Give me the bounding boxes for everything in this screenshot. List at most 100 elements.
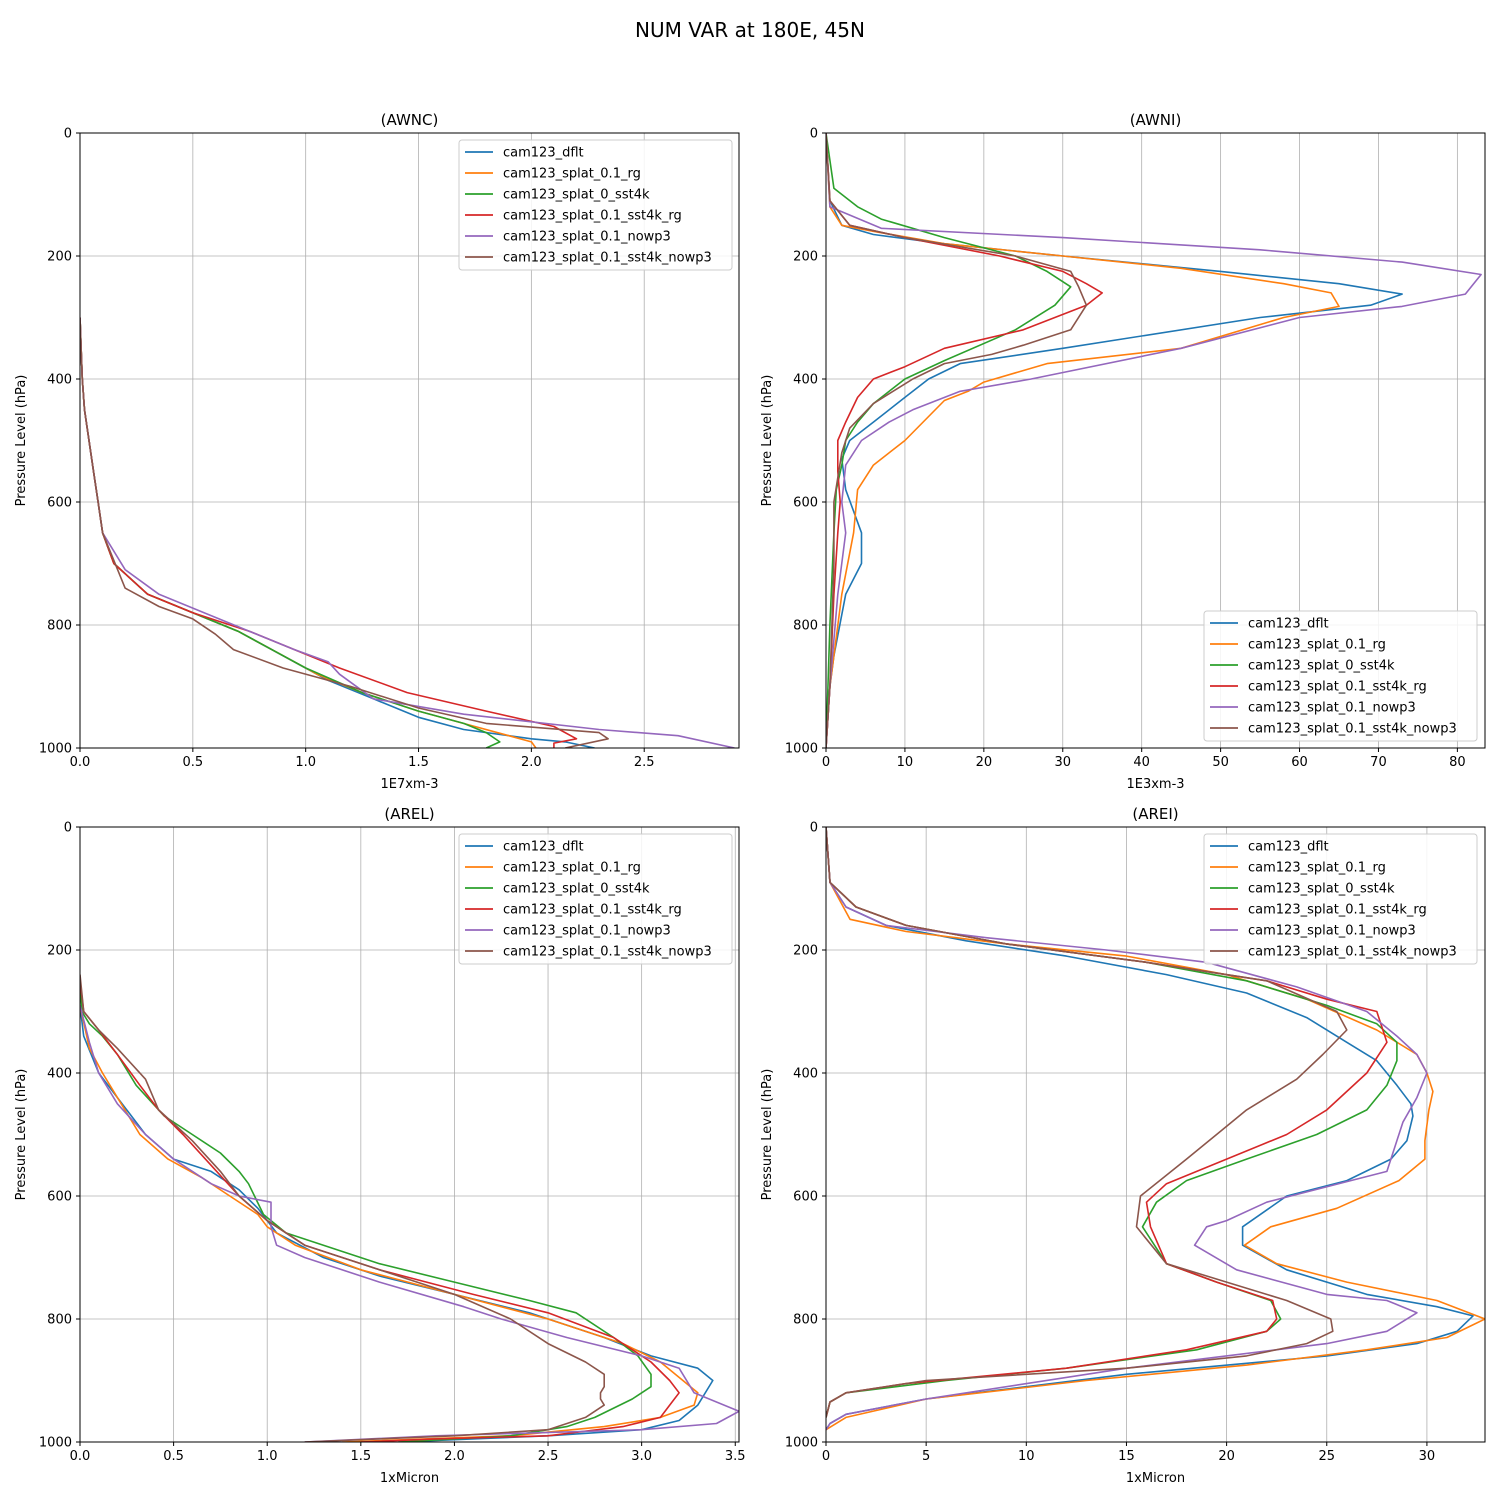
figure-title: NUM VAR at 180E, 45N (635, 18, 865, 42)
x-tick-label: 1.0 (295, 755, 316, 770)
series-line-6 (80, 317, 609, 748)
x-tick-label: 2.5 (634, 755, 655, 770)
legend-box (458, 139, 733, 271)
legend-entry: cam123_splat_0_sst4k (1248, 882, 1395, 897)
y-axis-label: Pressure Level (hPa) (14, 1069, 29, 1201)
y-tick-label: 200 (47, 944, 72, 959)
x-tick-label: 3.0 (631, 1449, 652, 1464)
y-axis-label: Pressure Level (hPa) (760, 375, 775, 507)
x-tick-label: 20 (976, 755, 993, 770)
x-tick-label: 2.5 (538, 1449, 559, 1464)
y-tick-label: 1000 (785, 742, 818, 757)
y-tick-label: 800 (793, 619, 818, 634)
chart-panel-3: 0.0 0.5 1.0 1.5 2.0 2.5 3.0 3.5 0 200 400 600 800 100… (14, 805, 746, 1486)
legend-box (1203, 833, 1478, 965)
legend-entry: cam123_splat_0.1_sst4k_nowp3 (503, 251, 712, 266)
chart-panel-2: 0 10 20 30 40 50 60 70 8002004006008001000(AWNI)… (760, 111, 1486, 792)
legend-entry: cam123_splat_0.1_rg (503, 861, 641, 876)
x-axis-label: 1E7xm-3 (380, 777, 438, 792)
x-tick-label: 0 (822, 755, 830, 770)
y-tick-label: 1000 (39, 742, 72, 757)
y-tick-label: 800 (47, 1313, 72, 1328)
series-line-3 (80, 980, 652, 1442)
legend-entry: cam123_splat_0.1_sst4k_nowp3 (1248, 945, 1457, 960)
legend-entry: cam123_splat_0_sst4k (503, 188, 650, 203)
y-tick-label: 600 (47, 1190, 72, 1205)
legend-entry: cam123_dflt (1248, 840, 1329, 855)
panel-title: (AREL) (384, 805, 434, 823)
y-tick-label: 0 (810, 821, 818, 836)
series-line-6 (826, 827, 1348, 1418)
legend: cam123_dflt cam123_splat_0.1_rg cam123_spl… (458, 139, 733, 271)
y-tick-label: 800 (793, 1313, 818, 1328)
series-line-1 (80, 1005, 714, 1442)
y-tick-label: 600 (793, 496, 818, 511)
y-tick-label: 400 (793, 1067, 818, 1082)
legend-entry: cam123_splat_0.1_rg (1248, 861, 1386, 876)
legend-entry: cam123_dflt (503, 146, 584, 161)
series-line-2 (826, 827, 1485, 1431)
legend-entry: cam123_splat_0.1_sst4k_nowp3 (503, 945, 712, 960)
chart-panel-1: 0.0 0.5 1.0 1.5 2.0 2.5 0 200 400 600 800 1000 (AWNC… (14, 111, 740, 792)
legend-entry: cam123_dflt (1248, 617, 1329, 632)
x-tick-label: 15 (1118, 1449, 1135, 1464)
legend-entry: cam123_splat_0_sst4k (503, 882, 650, 897)
x-tick-label: 3.5 (725, 1449, 746, 1464)
y-tick-label: 400 (47, 373, 72, 388)
series-line-5 (826, 827, 1428, 1431)
axes-frame (825, 132, 1486, 749)
y-tick-label: 0 (810, 127, 818, 142)
legend: cam123_dflt cam123_splat_0.1_rg cam123_spl… (1203, 610, 1478, 742)
x-tick-label: 30 (1419, 1449, 1436, 1464)
legend-entry: cam123_splat_0.1_nowp3 (503, 924, 671, 939)
series-line-4 (826, 133, 1103, 748)
x-tick-label: 0.0 (70, 1449, 91, 1464)
x-tick-label: 1.5 (350, 1449, 371, 1464)
axes-frame (79, 132, 740, 749)
y-tick-label: 200 (793, 944, 818, 959)
legend: cam123_dflt cam123_splat_0.1_rg cam123_spl… (1203, 833, 1478, 965)
y-tick-label: 0 (64, 821, 72, 836)
x-tick-label: 1.5 (408, 755, 429, 770)
series-line-4 (80, 980, 680, 1442)
x-axis-label: 1xMicron (380, 1471, 439, 1486)
x-tick-label: 30 (1054, 755, 1071, 770)
x-tick-label: 20 (1218, 1449, 1235, 1464)
x-tick-label: 40 (1133, 755, 1150, 770)
panel-title: (AWNC) (381, 111, 439, 129)
y-tick-label: 600 (47, 496, 72, 511)
legend-entry: cam123_splat_0.1_sst4k_rg (503, 209, 682, 224)
legend-entry: cam123_splat_0.1_sst4k_rg (1248, 680, 1427, 695)
y-tick-label: 200 (793, 250, 818, 265)
legend-entry: cam123_splat_0_sst4k (1248, 659, 1395, 674)
legend-box (1203, 610, 1478, 742)
legend: cam123_dflt cam123_splat_0.1_rg cam123_spl… (458, 833, 733, 965)
legend-entry: cam123_splat_0.1_sst4k_nowp3 (1248, 722, 1457, 737)
x-tick-label: 60 (1291, 755, 1308, 770)
panel-title: (AREI) (1132, 805, 1178, 823)
x-tick-label: 1.0 (257, 1449, 278, 1464)
legend-entry: cam123_splat_0.1_nowp3 (1248, 924, 1416, 939)
axes-frame (79, 826, 740, 1443)
x-tick-label: 70 (1370, 755, 1387, 770)
y-tick-label: 400 (47, 1067, 72, 1082)
legend-entry: cam123_splat_0.1_sst4k_rg (1248, 903, 1427, 918)
y-axis-label: Pressure Level (hPa) (14, 375, 29, 507)
axes-frame (825, 826, 1486, 1443)
y-tick-label: 1000 (39, 1436, 72, 1451)
legend-entry: cam123_splat_0.1_nowp3 (503, 230, 671, 245)
x-tick-label: 0.0 (70, 755, 91, 770)
x-tick-label: 25 (1318, 1449, 1335, 1464)
y-tick-label: 0 (64, 127, 72, 142)
x-axis-label: 1E3xm-3 (1126, 777, 1184, 792)
series-line-6 (826, 133, 1088, 748)
chart-panel-4: 0 5 10 15 20 25 30 0 200 400 600 800 1000 (AREI) 1xMic… (760, 805, 1486, 1486)
x-tick-label: 80 (1449, 755, 1466, 770)
legend-box (458, 833, 733, 965)
legend-entry: cam123_splat_0.1_rg (503, 167, 641, 182)
x-tick-label: 5 (922, 1449, 930, 1464)
x-tick-label: 0.5 (182, 755, 203, 770)
y-tick-label: 1000 (785, 1436, 818, 1451)
x-tick-label: 2.0 (444, 1449, 465, 1464)
